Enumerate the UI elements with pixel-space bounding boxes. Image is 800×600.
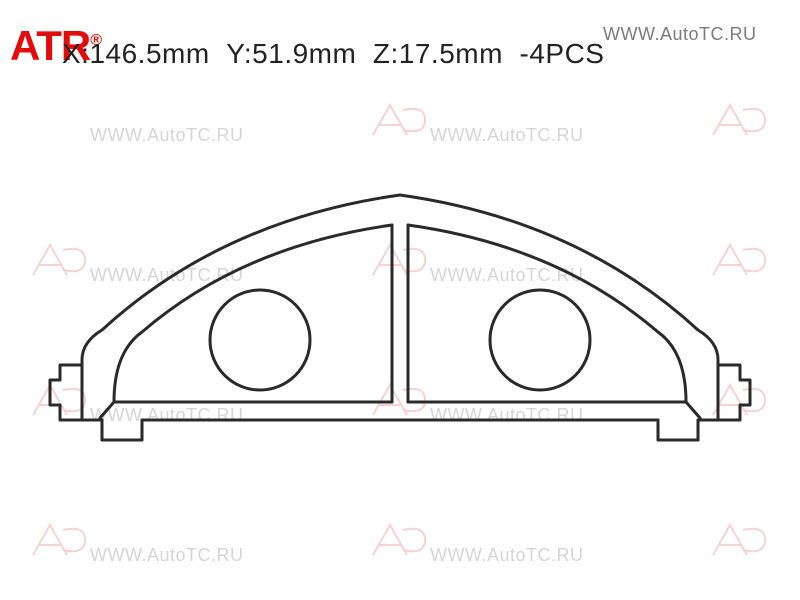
x-value: 146.5mm (89, 38, 209, 69)
left-corner-line (100, 402, 114, 418)
watermark-logo-icon (365, 515, 435, 565)
right-clip (718, 365, 750, 420)
watermark-logo-icon (705, 515, 775, 565)
left-piston-circle (210, 290, 310, 390)
dimension-spec: X:146.5mm Y:51.9mm Z:17.5mm -4PCS (62, 38, 604, 70)
brake-pad-svg (42, 170, 758, 450)
watermark-url: WWW.AutoTC.RU (430, 545, 584, 566)
left-pad-inner (114, 225, 392, 402)
y-label: Y: (226, 38, 252, 69)
watermark-url: WWW.AutoTC.RU (603, 24, 757, 45)
watermark-url: WWW.AutoTC.RU (90, 545, 244, 566)
brake-pad-diagram (42, 170, 758, 450)
watermark-url: WWW.AutoTC.RU (90, 125, 244, 146)
right-pad-inner (408, 225, 686, 402)
left-clip (50, 365, 82, 420)
watermark-logo-icon (25, 515, 95, 565)
y-value: 51.9mm (252, 38, 356, 69)
z-label: Z: (373, 38, 399, 69)
right-piston-circle (490, 290, 590, 390)
z-value: 17.5mm (399, 38, 503, 69)
watermark-logo-icon (365, 95, 435, 145)
right-corner-line (686, 402, 700, 418)
qty: -4PCS (520, 38, 605, 69)
x-label: X: (62, 38, 89, 69)
watermark-url: WWW.AutoTC.RU (430, 125, 584, 146)
watermark-logo-icon (705, 95, 775, 145)
